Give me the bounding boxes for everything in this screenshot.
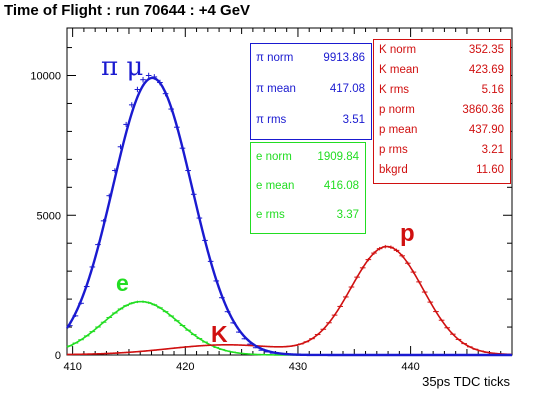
pi-rms-label: π rms — [256, 114, 287, 126]
e-norm-label: e norm — [256, 151, 292, 163]
e-mean-value: 416.08 — [323, 180, 359, 192]
k-mean-label: K mean — [379, 64, 419, 76]
x-tick-label: 420 — [176, 361, 194, 373]
k-annotation: K — [211, 321, 228, 347]
e-norm-value: 1909.84 — [317, 151, 359, 163]
e-norm-row: e norm 1909.84 — [256, 151, 359, 163]
k-mean-value: 423.69 — [468, 64, 504, 76]
e-stats-box: e norm 1909.84 e mean 416.08 e rms 3.37 — [250, 142, 366, 234]
k-norm-value: 352.35 — [468, 44, 504, 56]
e-mean-row: e mean 416.08 — [256, 180, 359, 192]
x-tick-label: 440 — [401, 361, 419, 373]
p-norm-value: 3860.36 — [462, 104, 504, 116]
p-mean-label: p mean — [379, 124, 418, 136]
p-rms-row: p rms 3.21 — [379, 144, 504, 156]
e-rms-value: 3.37 — [336, 209, 359, 221]
p-norm-row: p norm 3860.36 — [379, 104, 504, 116]
pi-norm-row: π norm 9913.86 — [256, 52, 365, 64]
bkgrd-row: bkgrd 11.60 — [379, 164, 504, 176]
p-rms-value: 3.21 — [481, 144, 504, 156]
k-norm-label: K norm — [379, 44, 417, 56]
bkgrd-label: bkgrd — [379, 164, 408, 176]
pi-fit-curve — [66, 76, 512, 357]
y-tick-label: 0 — [55, 350, 61, 362]
bkgrd-value: 11.60 — [476, 164, 504, 176]
pi-rms-value: 3.51 — [342, 114, 365, 126]
pi-mean-value: 417.08 — [329, 83, 365, 95]
pi-stats-box: π norm 9913.86 π mean 417.08 π rms 3.51 — [250, 43, 372, 140]
k-rms-label: K rms — [379, 84, 410, 96]
kp-fit-curve — [67, 245, 513, 356]
p-mean-row: p mean 437.90 — [379, 124, 504, 136]
e-mean-label: e mean — [256, 180, 295, 192]
y-tick-label: 10000 — [30, 71, 61, 83]
pi-mu-annotation: π μ — [101, 52, 144, 82]
k-mean-row: K mean 423.69 — [379, 64, 504, 76]
kp-stats-box: K norm 352.35 K mean 423.69 K rms 5.16 p… — [373, 39, 511, 184]
y-tick-label: 5000 — [37, 210, 61, 222]
p-mean-value: 437.90 — [468, 124, 504, 136]
pi-norm-label: π norm — [256, 52, 294, 64]
k-rms-row: K rms 5.16 — [379, 84, 504, 96]
p-rms-label: p rms — [379, 144, 408, 156]
e-rms-row: e rms 3.37 — [256, 209, 359, 221]
chart-title: Time of Flight : run 70644 : +4 GeV — [4, 2, 251, 19]
x-tick-label: 410 — [63, 361, 81, 373]
pi-rms-row: π rms 3.51 — [256, 114, 365, 126]
p-norm-label: p norm — [379, 104, 415, 116]
e-annotation: e — [116, 270, 129, 296]
e-rms-label: e rms — [256, 209, 285, 221]
fit-curves — [66, 76, 513, 357]
k-rms-value: 5.16 — [481, 84, 504, 96]
p-annotation: p — [400, 220, 415, 247]
k-norm-row: K norm 352.35 — [379, 44, 504, 56]
x-tick-label: 430 — [289, 361, 307, 373]
x-axis-label: 35ps TDC ticks — [422, 374, 510, 389]
pi-mean-label: π mean — [256, 83, 296, 95]
pi-mean-row: π mean 417.08 — [256, 83, 365, 95]
pi-norm-value: 9913.86 — [323, 52, 365, 64]
plot-axes: 410 420 430 440 0 5000 10000 — [30, 27, 513, 373]
